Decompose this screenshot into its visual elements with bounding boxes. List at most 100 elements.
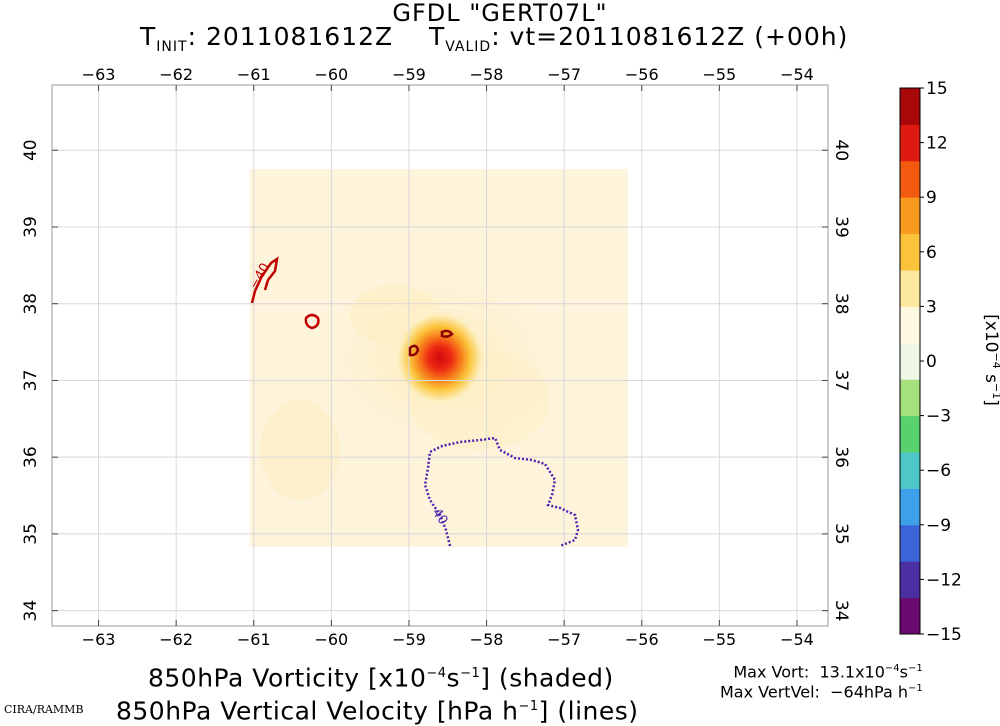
caption2-exp: −1	[518, 699, 539, 715]
gridlines	[52, 85, 828, 626]
lat-tick-label-left: 37	[21, 370, 41, 392]
lon-tick-label-top: −59	[392, 65, 426, 84]
credit: CIRA/RAMMB	[4, 703, 84, 716]
lon-tick-label-top: −61	[237, 65, 271, 84]
colorbar-segment	[900, 124, 920, 162]
colorbar-segment	[900, 379, 920, 417]
colorbar-tick-label: 6	[926, 243, 937, 263]
caption1-exp: −4	[426, 666, 447, 681]
lat-tick-label-left: 38	[21, 293, 41, 315]
caption2-c: ] (lines)	[538, 696, 639, 726]
cb-unit-a: [x10	[981, 314, 1000, 352]
lon-tick-label-top: −60	[314, 65, 348, 84]
max-vort-unit: s	[899, 662, 908, 682]
model-title: GFDL "GERT07L"	[392, 0, 608, 27]
lat-tick-label-right: 37	[831, 370, 851, 392]
lat-tick-label-right: 39	[831, 216, 851, 238]
lon-tick-label-bottom: −59	[392, 630, 426, 649]
colorbar-tick-label: −9	[926, 516, 951, 536]
lat-tick-label-left: 34	[21, 600, 41, 622]
colorbar-segment	[900, 160, 920, 198]
tick-labels: −63 −63 −62 −62 −61 −61 −60 −60 −59 −59 −58 −58 −57 −…	[21, 65, 851, 649]
upward-motion-contour	[408, 344, 420, 357]
caption: 850hPa Vorticity [x10−4s−1] (shaded) 850…	[116, 659, 639, 725]
colorbar-tick-label: −3	[926, 407, 951, 427]
tvalid-label: T	[428, 22, 446, 51]
caption-line-2: 850hPa Vertical Velocity [hPa h−1] (line…	[116, 692, 639, 726]
colorbar-tick-label: 0	[926, 352, 937, 372]
lat-tick-label-right: 38	[831, 293, 851, 315]
colorbar-unit-label: [x10−4 s−1]	[981, 314, 1000, 406]
lon-tick-label-bottom: −62	[159, 630, 193, 649]
colorbar-segment	[900, 415, 920, 453]
lon-tick-label-top: −56	[625, 65, 659, 84]
colorbar-segment	[900, 597, 920, 635]
tinit-sub: INIT	[156, 39, 188, 55]
colorbar-segment	[900, 524, 920, 562]
lon-tick-label-bottom: −63	[82, 630, 116, 649]
downward-motion-contour	[423, 436, 580, 548]
colorbar-tick-label: −12	[926, 570, 962, 590]
time-title: TINIT: 2011081612Z TVALID: vt=2011081612…	[140, 22, 848, 62]
colorbar-tick-label: −15	[926, 625, 962, 645]
lon-tick-label-bottom: −60	[314, 630, 348, 649]
vorticity-patch	[260, 400, 340, 500]
caption-line-1: 850hPa Vorticity [x10−4s−1] (shaded)	[148, 659, 639, 692]
max-vort-exp: −4	[884, 663, 900, 674]
max-vort-value: 13.1x10	[819, 662, 885, 682]
lon-tick-label-top: −62	[159, 65, 193, 84]
lat-tick-label-right: 35	[831, 523, 851, 545]
colorbar-ticks: 15 12 9 6 3 0 −3 −6 −9 −12 −15	[920, 79, 962, 645]
colorbar-tick-label: 12	[926, 134, 948, 154]
cb-unit-s: s	[981, 369, 1000, 383]
lon-tick-label-top: −57	[547, 65, 581, 84]
cb-unit-s-exp: −1	[990, 383, 1000, 399]
lon-tick-label-bottom: −57	[547, 630, 581, 649]
lat-tick-label-right: 34	[831, 600, 851, 622]
lat-tick-label-left: 39	[21, 216, 41, 238]
lon-tick-label-bottom: −56	[625, 630, 659, 649]
colorbar-segment	[900, 452, 920, 489]
lon-tick-label-top: −54	[780, 65, 814, 84]
colorbar-tick-label: 9	[926, 188, 937, 208]
lon-tick-label-bottom: −58	[470, 630, 504, 649]
caption1-a: 850hPa Vorticity [x10	[148, 663, 427, 693]
tinit-value: : 2011081612Z	[187, 22, 394, 51]
lat-tick-label-left: 35	[21, 523, 41, 545]
max-vv-row: Max VertVel: −64hPa h−1	[720, 680, 923, 700]
lon-tick-label-bottom: −54	[780, 630, 814, 649]
lat-tick-label-right: 40	[831, 139, 851, 161]
colorbar	[899, 87, 921, 635]
max-vort-unit-exp: −1	[908, 663, 923, 674]
lon-tick-label-bottom: −55	[702, 630, 736, 649]
tvalid-value: : vt=2011081612Z (+00h)	[491, 22, 849, 51]
tvalid-sub: VALID	[445, 39, 492, 55]
max-vv-label: Max VertVel:	[720, 682, 820, 702]
colorbar-segment	[900, 270, 920, 307]
colorbar-segment	[900, 306, 920, 344]
tinit-label: T	[140, 22, 157, 51]
upward-motion-contour	[304, 313, 320, 330]
caption2-a: 850hPa Vertical Velocity [hPa h	[116, 696, 519, 726]
colorbar-tick-label: 3	[926, 297, 937, 317]
vorticity-max	[394, 310, 486, 406]
max-vv-value: −64hPa h	[830, 682, 908, 702]
upward-motion-contour	[440, 329, 454, 338]
lat-tick-label-right: 36	[831, 446, 851, 468]
lon-tick-label-top: −58	[470, 65, 504, 84]
lon-tick-label-top: −55	[702, 65, 736, 84]
max-vort-label: Max Vort:	[733, 662, 810, 682]
caption1-c: ] (shaded)	[480, 663, 614, 693]
cb-unit-exp: −4	[990, 352, 1000, 368]
colorbar-segment	[900, 88, 920, 125]
lat-tick-label-left: 36	[21, 446, 41, 468]
max-stats: Max Vort: 13.1x10−4s−1 Max VertVel: −64h…	[720, 660, 923, 701]
lat-tick-label-left: 40	[21, 139, 41, 161]
cb-unit-close: ]	[981, 399, 1000, 406]
colorbar-segment	[900, 233, 920, 271]
colorbar-segment	[900, 561, 920, 599]
colorbar-segment	[900, 342, 920, 380]
colorbar-segment	[900, 488, 920, 526]
caption1-b: s	[446, 663, 461, 693]
